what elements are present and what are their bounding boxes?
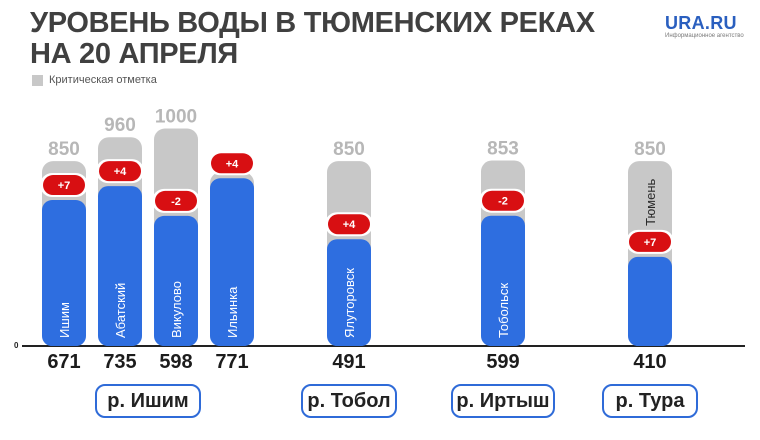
change-label: +4 — [226, 158, 239, 170]
level-value-label: 491 — [332, 351, 365, 373]
level-bar-6 — [481, 215, 525, 346]
level-value-label: 599 — [486, 351, 519, 373]
station-label: Ишим — [57, 302, 72, 338]
level-value-label: 598 — [159, 351, 192, 373]
station-label: Тюмень — [643, 179, 658, 226]
level-bar-1 — [42, 200, 86, 346]
level-bar-4 — [210, 178, 254, 346]
critical-value-label: 853 — [487, 138, 519, 159]
level-value-label: 735 — [103, 351, 136, 373]
level-value-label: 671 — [47, 351, 80, 373]
change-badge — [629, 231, 671, 252]
change-label: +4 — [343, 219, 356, 231]
change-label: +7 — [644, 237, 657, 249]
change-badge — [482, 190, 524, 211]
group-label-1: р. Ишим — [95, 384, 201, 418]
level-bar-7 — [628, 256, 672, 346]
level-bar-3 — [154, 215, 198, 346]
change-badge — [99, 161, 141, 182]
change-badge — [211, 153, 253, 174]
legend-swatch-critical — [32, 74, 43, 86]
chart-title-line-1: УРОВЕНЬ ВОДЫ В ТЮМЕНСКИХ РЕКАХ — [30, 7, 595, 39]
critical-value-label: 1000 — [155, 107, 197, 128]
station-label: Абатский — [113, 283, 128, 338]
critical-value-label: 850 — [48, 139, 80, 160]
group-label-2: р. Тобол — [301, 384, 397, 418]
group-label-4: р. Тура — [602, 384, 698, 418]
level-value-label: 410 — [633, 351, 666, 373]
level-value-label: 771 — [215, 351, 248, 373]
station-label: Ильинка — [225, 286, 240, 338]
legend-label-critical: Критическая отметка — [49, 74, 157, 86]
station-label: Тобольск — [496, 283, 511, 338]
critical-value-label: 850 — [333, 139, 365, 160]
change-label: -2 — [171, 196, 181, 208]
critical-value-label: 850 — [634, 139, 666, 160]
station-label: Викулово — [169, 281, 184, 338]
change-badge — [43, 175, 85, 196]
change-label: +4 — [114, 166, 127, 178]
change-badge — [155, 190, 197, 211]
change-label: -2 — [498, 196, 508, 208]
group-label-3: р. Иртыш — [451, 384, 555, 418]
ura-logo[interactable]: URA.RU Информационное агентство — [665, 14, 750, 40]
legend: Критическая отметка — [32, 74, 157, 86]
station-label: Ялуторовск — [342, 268, 357, 338]
axis-zero-label: 0 — [14, 341, 19, 350]
chart-title-line-2: НА 20 АПРЕЛЯ — [30, 38, 238, 70]
level-bar-5 — [327, 239, 371, 346]
logo-name: URA.RU — [665, 13, 737, 33]
chart-title: УРОВЕНЬ ВОДЫ В ТЮМЕНСКИХ РЕКАХ НА 20 АПР… — [30, 7, 595, 70]
critical-value-label: 960 — [104, 115, 136, 136]
logo-tagline: Информационное агентство — [665, 33, 744, 39]
change-label: +7 — [58, 180, 71, 192]
change-badge — [328, 214, 370, 235]
level-bar-2 — [98, 186, 142, 346]
